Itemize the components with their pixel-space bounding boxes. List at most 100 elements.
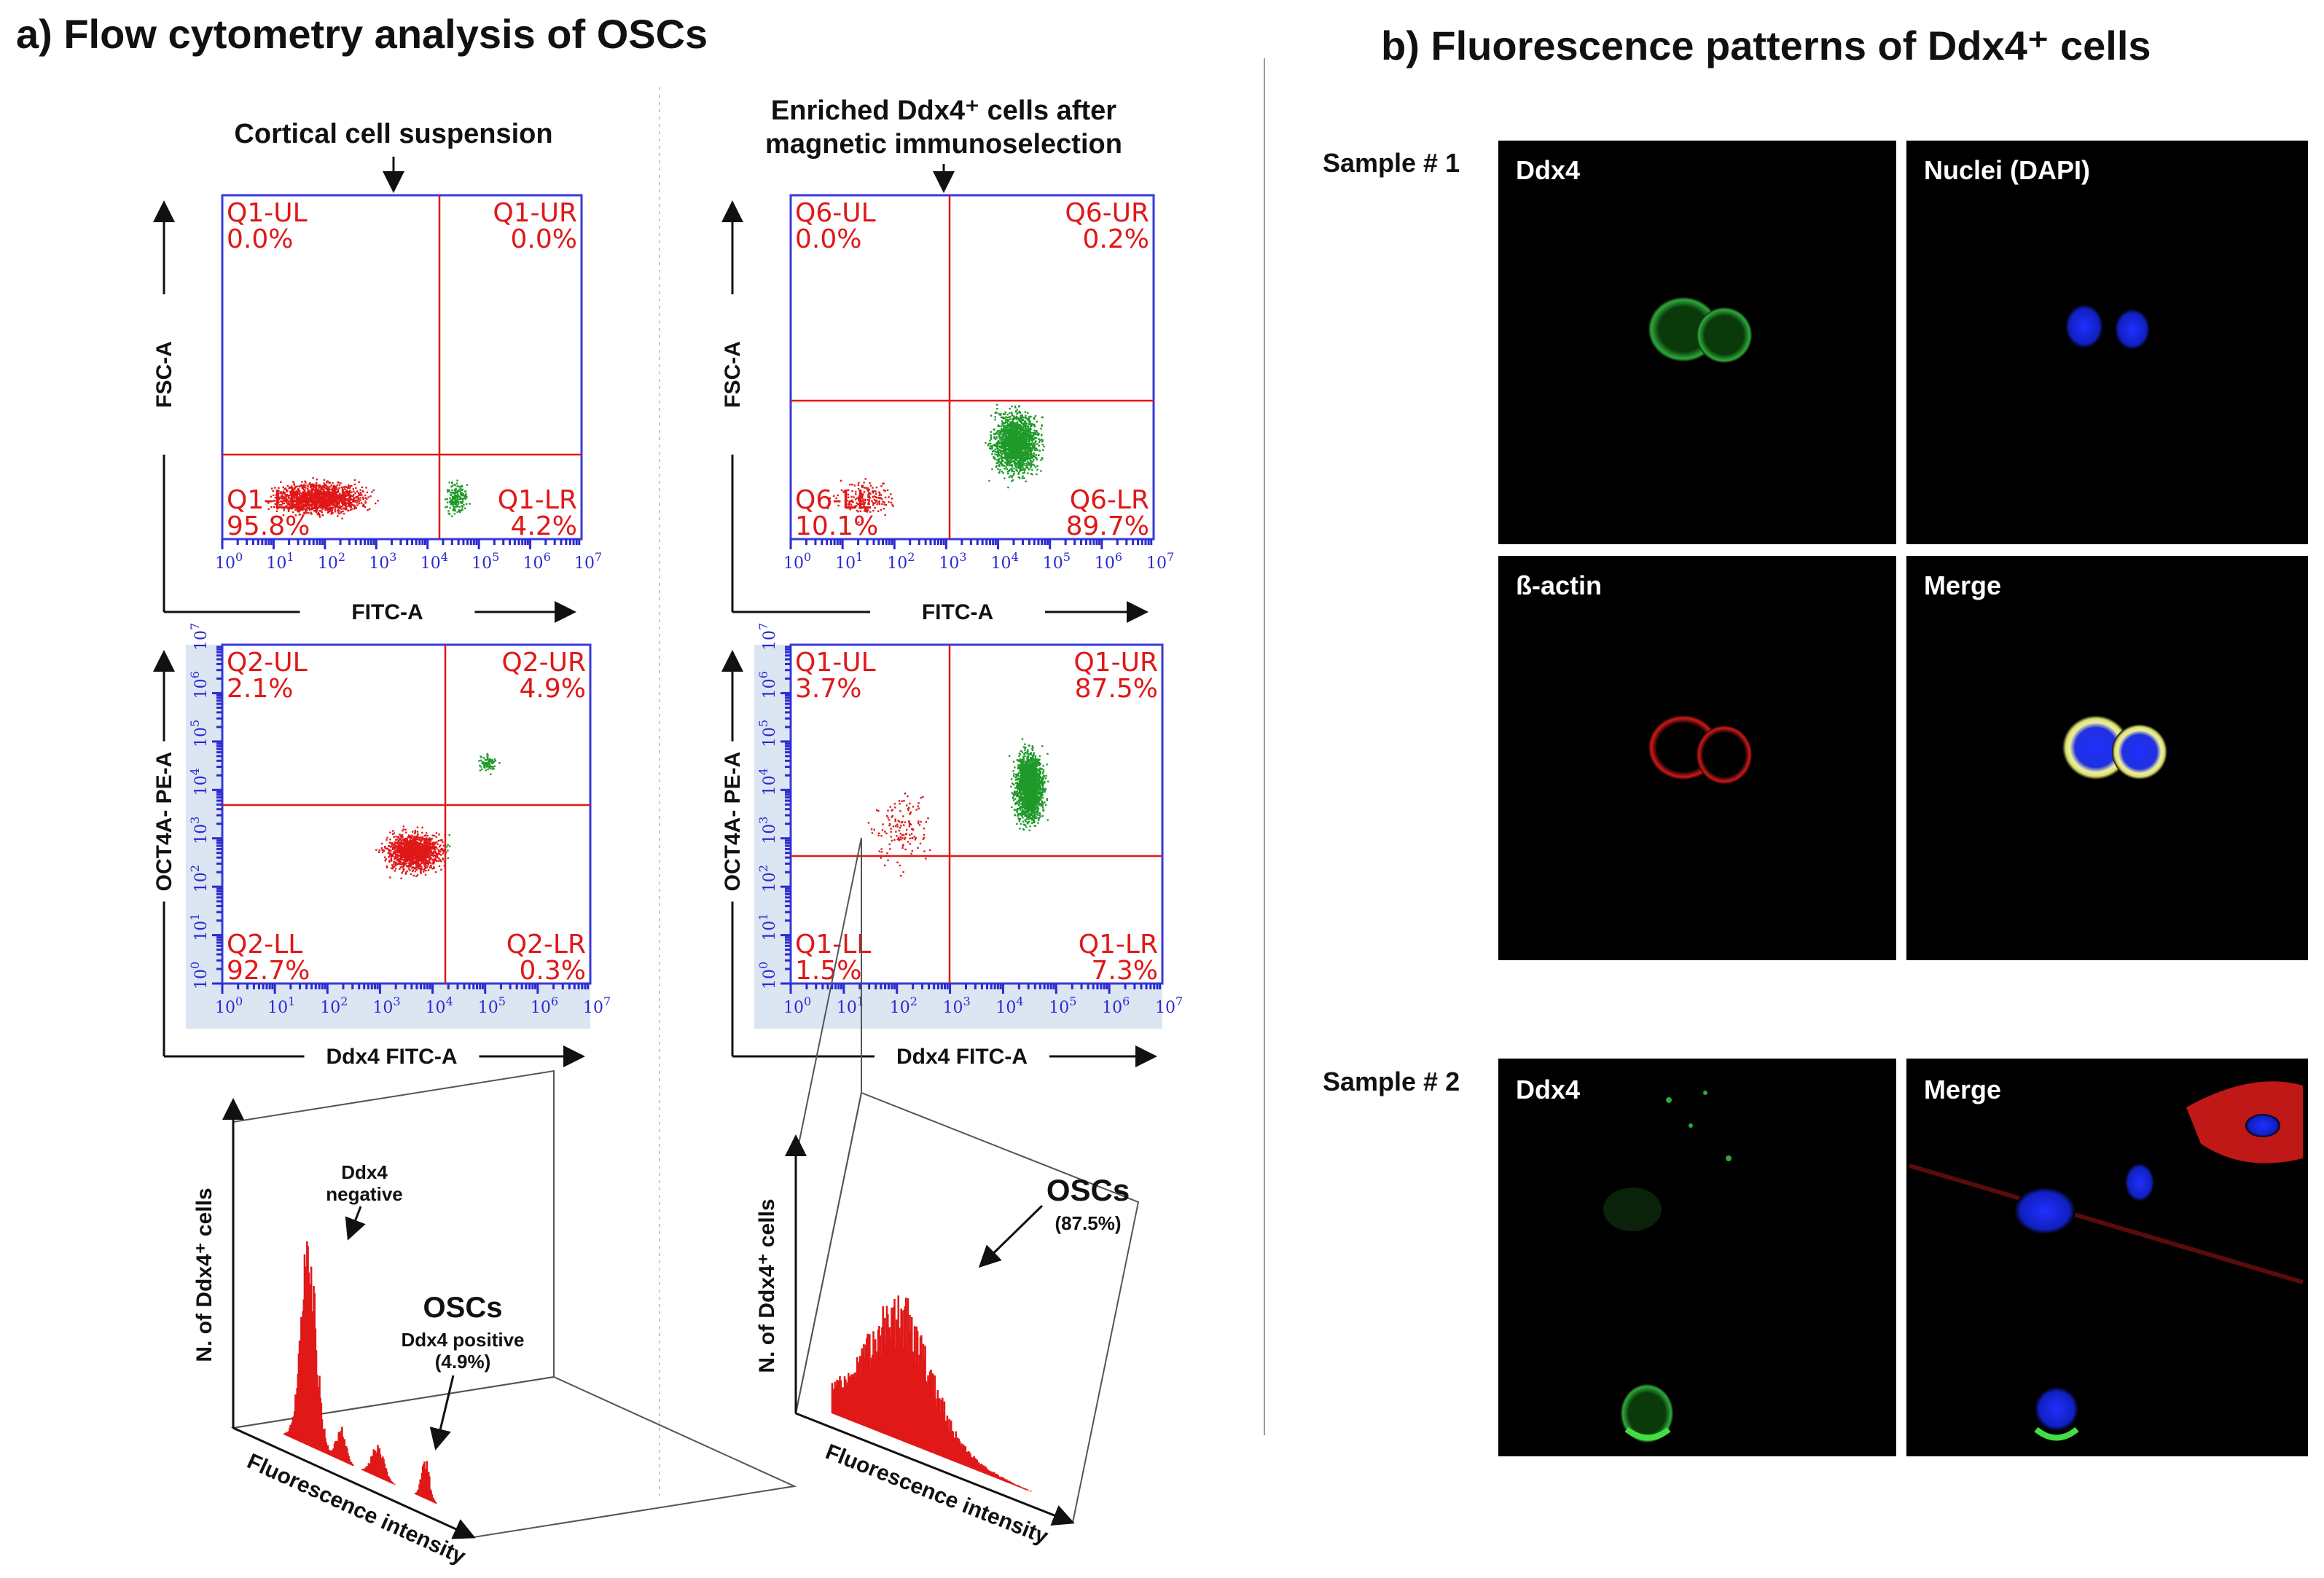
data-point [343,486,345,488]
data-point [1004,440,1006,443]
data-point [342,489,344,491]
data-point [358,500,360,503]
data-point [1030,460,1032,462]
data-point [463,497,466,500]
data-point [994,450,996,452]
data-point [840,479,842,482]
data-point [1002,431,1005,433]
data-point [337,506,339,509]
data-point [331,508,333,510]
data-point [1027,412,1029,415]
data-point [380,847,383,849]
data-point [1001,456,1004,459]
data-point [1020,433,1022,436]
data-point [302,497,305,500]
data-point [1028,452,1030,455]
data-point [876,503,878,506]
data-point [1016,423,1019,426]
data-point [318,501,321,504]
data-point [295,500,298,503]
data-point [995,453,998,456]
data-point [310,501,313,503]
data-point [1024,468,1026,471]
x-tick-exponent: 5 [498,994,506,1008]
data-point [324,491,326,493]
data-point [455,503,457,506]
data-point [324,501,326,503]
data-point [345,495,348,497]
data-point [885,503,887,506]
data-point [367,496,369,498]
data-point [316,501,318,503]
data-point [289,486,292,489]
data-point [1011,476,1013,479]
data-point [360,502,363,504]
data-point [1020,468,1023,471]
data-point [328,492,331,495]
data-point [1020,450,1022,452]
x-tick-exponent: 1 [856,550,863,564]
data-point [456,504,458,506]
data-point [1012,428,1014,431]
data-point [348,496,351,499]
data-point [343,499,346,501]
data-point [872,501,875,504]
data-point [448,482,450,484]
data-point [318,506,321,508]
data-point [298,514,301,516]
data-point [1025,432,1028,434]
data-point [449,500,452,503]
data-point [1003,461,1006,464]
data-point [1006,463,1009,466]
data-point [293,488,295,490]
data-point [1004,428,1006,431]
data-point [994,457,996,459]
quadrant-name: Q6-UL [795,198,876,228]
data-point [278,487,280,489]
data-point [1002,446,1005,449]
data-point [1019,465,1022,468]
data-point [302,495,305,498]
data-point [450,503,453,506]
data-point [998,446,1001,448]
data-point [322,491,324,493]
y-tick-exponent: 7 [188,623,202,630]
data-point [1033,438,1035,441]
data-point [1003,450,1005,452]
data-point [307,492,309,495]
data-point [453,503,455,506]
data-point [1019,448,1021,451]
data-point [1008,443,1011,446]
data-point [1002,422,1005,425]
data-point [314,486,316,488]
data-point [303,508,305,510]
data-point [290,485,293,487]
x-tick-exponent: 3 [393,994,400,1008]
data-point [988,447,991,450]
data-point [453,501,455,503]
data-point [1022,433,1025,436]
data-point [1029,463,1031,465]
data-point [1025,437,1027,439]
data-point [327,500,329,502]
data-point [1011,418,1014,420]
data-point [343,508,345,510]
data-point [892,505,894,508]
data-point [345,501,347,503]
data-point [1038,450,1041,452]
data-point [1030,473,1032,475]
data-point [1036,420,1038,423]
data-point [1007,440,1010,442]
data-point [1010,452,1013,454]
data-point [386,836,388,839]
data-point [328,503,330,506]
data-point [1025,462,1028,465]
data-point [1017,443,1020,445]
data-point [1009,430,1012,433]
data-point [359,499,361,501]
data-point [341,494,344,496]
data-point [1027,450,1029,452]
data-point [1000,442,1003,444]
data-point [298,490,301,492]
data-point [277,501,279,503]
